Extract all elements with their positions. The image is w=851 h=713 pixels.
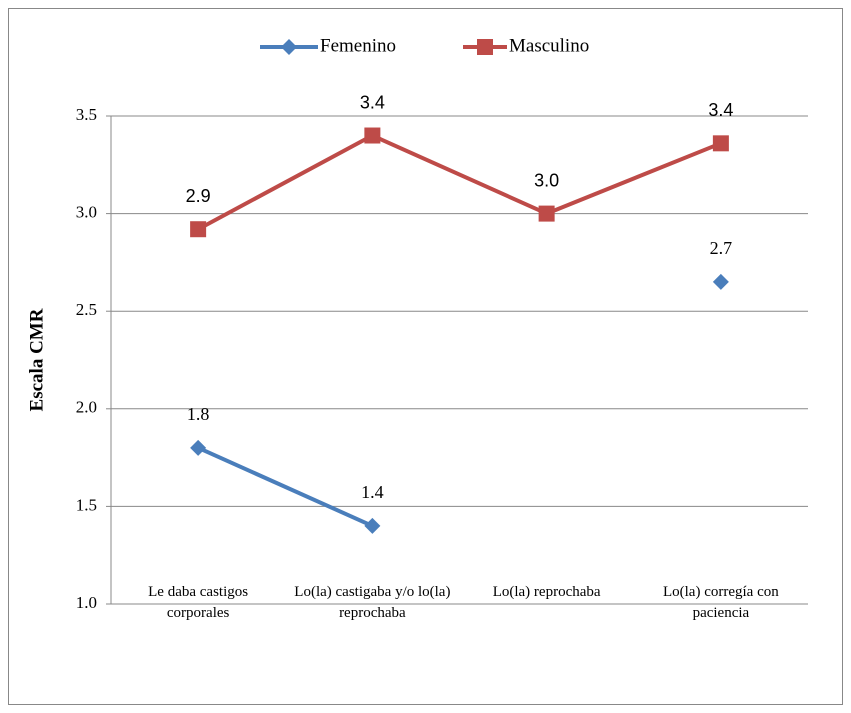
value-label: 3.0 (534, 170, 559, 190)
marker (712, 135, 729, 152)
y-tick-label: 3.5 (76, 105, 97, 124)
value-label: 2.9 (186, 186, 211, 206)
marker (190, 439, 207, 456)
legend-marker (281, 39, 297, 55)
chart-border (8, 8, 843, 705)
series-line (197, 133, 722, 231)
x-tick-label: Le daba castigos corporales (148, 584, 249, 621)
legend-label: Masculino (509, 35, 589, 56)
value-label: 2.7 (710, 238, 733, 258)
marker (712, 273, 729, 290)
value-label: 3.4 (360, 92, 385, 112)
y-tick-label: 1.0 (76, 593, 97, 612)
series-line (198, 282, 721, 526)
x-tick-label: Lo(la) reprochaba (492, 584, 601, 600)
y-tick-label: 3.0 (76, 203, 97, 222)
y-tick-label: 2.5 (76, 300, 97, 319)
marker (538, 205, 555, 222)
value-label: 3.4 (708, 100, 733, 120)
legend-marker (477, 39, 493, 55)
y-axis-title: Escala CMR (26, 308, 47, 411)
marker (190, 221, 207, 238)
x-tick-label: Lo(la) corregía con paciencia (662, 584, 779, 621)
x-tick-label: Lo(la) castigaba y/o lo(la) reprochaba (294, 584, 451, 621)
y-tick-label: 2.0 (76, 398, 97, 417)
value-label: 1.8 (187, 404, 210, 424)
marker (364, 127, 381, 144)
marker (364, 517, 381, 534)
legend-label: Femenino (320, 35, 396, 56)
value-label: 1.4 (361, 482, 384, 502)
y-tick-label: 1.5 (76, 495, 97, 514)
